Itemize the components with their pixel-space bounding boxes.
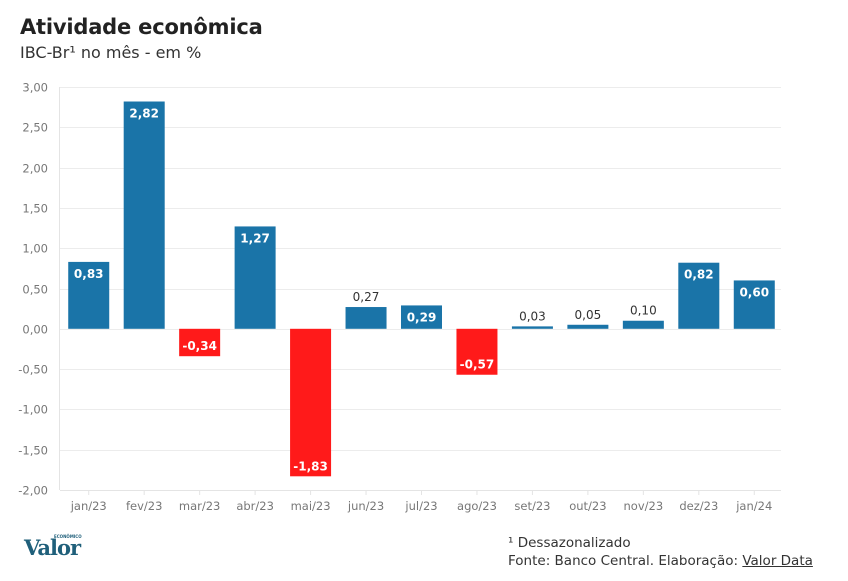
y-tick-label: -0,50 (18, 363, 48, 377)
bar-value-label: -1,83 (293, 459, 328, 473)
x-tick-label: out/23 (569, 499, 606, 513)
y-tick-label: 3,00 (22, 81, 48, 95)
x-tick-label: jul/23 (404, 499, 437, 513)
bar-jul-23 (401, 305, 442, 329)
bar-set-23 (511, 326, 553, 329)
x-tick-label: jun/23 (347, 499, 384, 513)
bar-value-label: -0,34 (182, 339, 217, 353)
bar-value-label: -0,57 (460, 358, 495, 372)
y-tick-label: 1,50 (22, 202, 48, 216)
y-tick-label: -2,00 (18, 484, 48, 498)
y-tick-label: 0,50 (22, 283, 48, 297)
bar-value-label: 0,03 (519, 309, 546, 323)
x-tick-label: dez/23 (679, 499, 718, 513)
bar-out-23 (567, 324, 609, 329)
x-tick-label: abr/23 (236, 499, 274, 513)
bar-nov-23 (622, 320, 664, 329)
chart-title: Atividade econômica (20, 15, 263, 39)
valor-logo: Valor (24, 535, 81, 560)
bars (68, 101, 775, 477)
bar-value-label: 0,27 (353, 290, 380, 304)
bar-value-label: 0,82 (684, 268, 714, 282)
y-tick-label: 1,00 (22, 242, 48, 256)
bar-mai-23 (290, 328, 332, 477)
bar-mar-23 (179, 328, 221, 357)
y-tick-label: -1,00 (18, 403, 48, 417)
x-tick-label: mar/23 (179, 499, 221, 513)
bar-jan-23 (68, 261, 110, 329)
x-tick-label: mai/23 (291, 499, 331, 513)
bar-value-label: 0,60 (739, 285, 769, 299)
x-axis-ticks: jan/23 fev/23 mar/23 abr/23 mai/23 jun/23 jul/… (60, 490, 781, 513)
bar-value-label: 0,10 (630, 304, 657, 318)
source-text: Fonte: Banco Central. Elaboração: (508, 553, 743, 569)
valor-logo-superscript: ECONÔMICO (54, 534, 82, 539)
valor-data-link[interactable]: Valor Data (742, 553, 813, 569)
x-tick-label: set/23 (514, 499, 550, 513)
x-tick-label: nov/23 (624, 499, 664, 513)
bar-value-labels: 0,83 2,82 -0,34 1,27 -1,83 0,27 0,29 -0,57 0,03 0… (74, 107, 769, 474)
bar-value-label: 0,83 (74, 267, 104, 281)
gridlines (60, 87, 781, 491)
bar-abr-23 (234, 226, 276, 329)
footnote: ¹ Dessazonalizado (508, 535, 631, 551)
y-tick-label: -1,50 (18, 444, 48, 458)
y-axis-ticks: 3,00 2,50 2,00 1,50 1,00 0,50 0,00 -0,50 -1,00 -1… (18, 81, 48, 498)
bar-fev-23 (123, 101, 165, 329)
bar-jun-23 (345, 307, 387, 329)
source-line: Fonte: Banco Central. Elaboração: Valor … (508, 553, 813, 569)
bar-value-label: 2,82 (129, 107, 159, 121)
y-tick-label: 2,50 (22, 121, 48, 135)
x-tick-label: jan/23 (70, 499, 107, 513)
bar-jan-24 (733, 280, 775, 329)
x-tick-label: ago/23 (457, 499, 497, 513)
bar-ago-23 (456, 328, 498, 375)
chart-subtitle: IBC-Br¹ no mês - em % (20, 43, 202, 62)
bar-value-label: 0,05 (575, 308, 602, 322)
bar-value-label: 0,29 (407, 310, 437, 324)
bar-dez-23 (678, 262, 720, 329)
y-tick-label: 2,00 (22, 162, 48, 176)
y-tick-label: 0,00 (22, 323, 48, 337)
bar-value-label: 1,27 (240, 231, 270, 245)
x-tick-label: fev/23 (126, 499, 162, 513)
x-tick-label: jan/24 (735, 499, 772, 513)
